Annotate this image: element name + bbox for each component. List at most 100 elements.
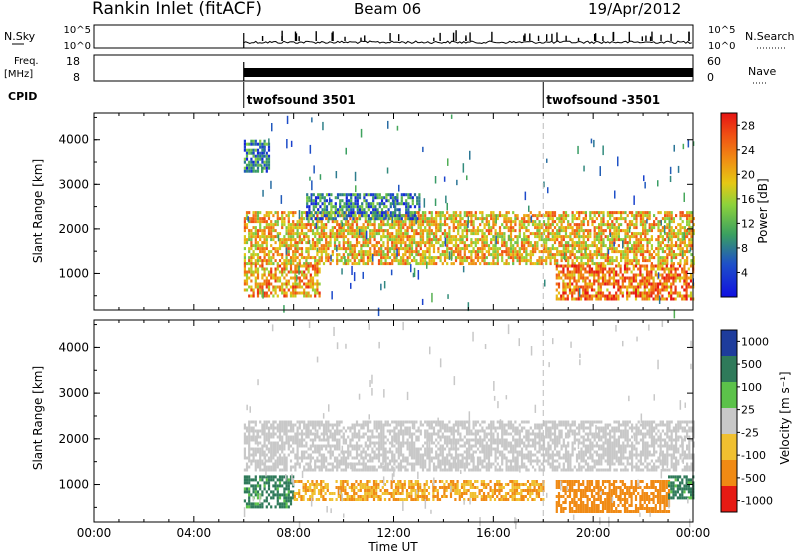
heatmap-cell <box>510 235 512 238</box>
heatmap-cell <box>268 442 270 445</box>
heatmap-cell <box>613 211 615 214</box>
power-colorbar <box>721 113 737 297</box>
heatmap-cell <box>371 436 373 439</box>
heatmap-cell <box>492 247 494 250</box>
heatmap-cell <box>396 193 398 196</box>
heatmap-cell <box>369 259 371 262</box>
cpid-label-0: twofsound 3501 <box>247 93 356 107</box>
heatmap-speck <box>342 222 344 226</box>
heatmap-cell <box>444 253 446 256</box>
heatmap-cell <box>305 436 307 439</box>
heatmap-cell <box>360 424 362 427</box>
heatmap-cell <box>286 214 288 217</box>
heatmap-cell <box>281 469 283 472</box>
heatmap-cell <box>605 223 607 226</box>
heatmap-cell <box>264 295 266 298</box>
heatmap-cell <box>576 268 578 271</box>
heatmap-cell <box>398 253 400 256</box>
heatmap-cell <box>382 241 384 244</box>
heatmap-speck <box>447 294 449 299</box>
heatmap-cell <box>312 220 314 223</box>
heatmap-cell <box>552 235 554 238</box>
heatmap-cell <box>396 424 398 427</box>
heatmap-cell <box>481 220 483 223</box>
heatmap-cell <box>501 235 503 238</box>
heatmap-cell <box>294 256 296 259</box>
heatmap-cell <box>672 274 674 277</box>
heatmap-cell <box>349 259 351 262</box>
heatmap-cell <box>473 262 475 265</box>
heatmap-cell <box>635 217 637 220</box>
heatmap-cell <box>593 283 595 286</box>
heatmap-cell <box>628 283 630 286</box>
heatmap-cell <box>501 241 503 244</box>
heatmap-cell <box>323 223 325 226</box>
heatmap-cell <box>400 229 402 232</box>
heatmap-cell <box>402 445 404 448</box>
heatmap-cell <box>338 247 340 250</box>
heatmap-cell <box>646 229 648 232</box>
heatmap-speck <box>613 242 615 247</box>
heatmap-cell <box>398 451 400 454</box>
heatmap-cell <box>308 457 310 460</box>
heatmap-cell <box>554 247 556 250</box>
heatmap-cell <box>484 253 486 256</box>
heatmap-cell <box>580 229 582 232</box>
heatmap-cell <box>359 211 361 214</box>
heatmap-cell <box>512 253 514 256</box>
heatmap-cell <box>686 250 688 253</box>
heatmap-cell <box>347 448 349 451</box>
heatmap-speck <box>261 165 263 173</box>
heatmap-cell <box>662 238 664 241</box>
heatmap-cell <box>246 271 248 274</box>
heatmap-cell <box>248 262 250 265</box>
heatmap-cell <box>602 232 604 235</box>
heatmap-cell <box>316 280 318 283</box>
heatmap-cell <box>354 250 356 253</box>
heatmap-cell <box>279 457 281 460</box>
heatmap-cell <box>310 244 312 247</box>
heatmap-cell <box>686 283 688 286</box>
heatmap-cell <box>301 274 303 277</box>
heatmap-cell <box>451 235 453 238</box>
heatmap-cell <box>248 149 250 152</box>
heatmap-cell <box>635 298 637 301</box>
heatmap-cell <box>314 265 316 268</box>
heatmap-cell <box>666 253 668 256</box>
heatmap-cell <box>611 220 613 223</box>
heatmap-cell <box>517 217 519 220</box>
heatmap-cell <box>583 241 585 244</box>
heatmap-cell <box>358 262 360 265</box>
heatmap-cell <box>584 271 586 274</box>
heatmap-cell <box>310 265 312 268</box>
heatmap-cell <box>519 220 521 223</box>
heatmap-cell <box>484 241 486 244</box>
heatmap-cell <box>259 226 261 229</box>
heatmap-cell <box>390 211 392 214</box>
heatmap-cell <box>250 152 252 155</box>
heatmap-cell <box>299 439 301 442</box>
heatmap-cell <box>404 253 406 256</box>
heatmap-cell <box>556 259 558 262</box>
heatmap-cell <box>312 445 314 448</box>
heatmap-cell <box>345 241 347 244</box>
heatmap-cell <box>370 193 372 196</box>
heatmap-cell <box>358 424 360 427</box>
heatmap-cell <box>389 430 391 433</box>
heatmap-speck <box>608 249 610 254</box>
heatmap-cell <box>422 445 424 448</box>
heatmap-speck <box>393 200 395 208</box>
heatmap-cell <box>624 232 626 235</box>
heatmap-cell <box>277 460 279 463</box>
heatmap-cell <box>345 223 347 226</box>
heatmap-cell <box>283 241 285 244</box>
heatmap-cell <box>602 265 604 268</box>
heatmap-cell <box>389 256 391 259</box>
heatmap-cell <box>268 149 270 152</box>
heatmap-cell <box>367 469 369 472</box>
heatmap-cell <box>380 427 382 430</box>
heatmap-cell <box>558 226 560 229</box>
heatmap-cell <box>257 164 259 167</box>
heatmap-cell <box>633 289 635 292</box>
heatmap-cell <box>536 229 538 232</box>
